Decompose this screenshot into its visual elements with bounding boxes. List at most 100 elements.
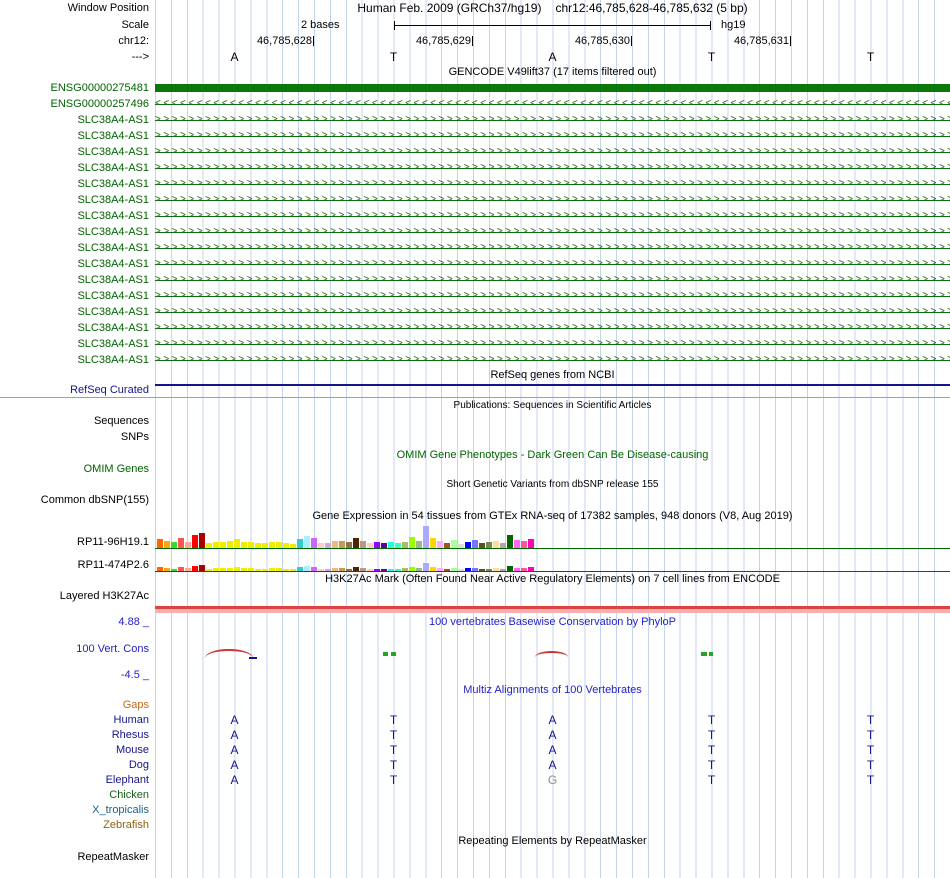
gene-row[interactable]: SLC38A4-AS1 >>>>>>>>>>>>>>>>>>>>>>>>>>>>>… xyxy=(0,144,950,160)
gene-direction-arrows[interactable]: >>>>>>>>>>>>>>>>>>>>>>>>>>>>>>>>>>>>>>>>… xyxy=(155,352,950,368)
gene-direction-arrows[interactable]: <<<<<<<<<<<<<<<<<<<<<<<<<<<<<<<<<<<<<<<<… xyxy=(155,96,950,112)
gene-label[interactable]: SLC38A4-AS1 xyxy=(77,322,149,334)
omim-title[interactable]: OMIM Gene Phenotypes - Dark Green Can Be… xyxy=(396,449,709,461)
gene-row[interactable]: SLC38A4-AS1 >>>>>>>>>>>>>>>>>>>>>>>>>>>>>… xyxy=(0,112,950,128)
gene-direction-arrows[interactable]: >>>>>>>>>>>>>>>>>>>>>>>>>>>>>>>>>>>>>>>>… xyxy=(155,160,950,176)
gene-direction-arrows[interactable]: >>>>>>>>>>>>>>>>>>>>>>>>>>>>>>>>>>>>>>>>… xyxy=(155,336,950,352)
gene-label[interactable]: SLC38A4-AS1 xyxy=(77,146,149,158)
gene-label[interactable]: SLC38A4-AS1 xyxy=(77,306,149,318)
gene-direction-arrows[interactable]: >>>>>>>>>>>>>>>>>>>>>>>>>>>>>>>>>>>>>>>>… xyxy=(155,208,950,224)
gene-label[interactable]: SLC38A4-AS1 xyxy=(77,194,149,206)
gene-row[interactable]: SLC38A4-AS1 >>>>>>>>>>>>>>>>>>>>>>>>>>>>>… xyxy=(0,128,950,144)
gene-direction-arrows[interactable]: >>>>>>>>>>>>>>>>>>>>>>>>>>>>>>>>>>>>>>>>… xyxy=(155,128,950,144)
gene-label[interactable]: SLC38A4-AS1 xyxy=(77,178,149,190)
gene-label[interactable]: SLC38A4-AS1 xyxy=(77,210,149,222)
gene-row[interactable]: SLC38A4-AS1 >>>>>>>>>>>>>>>>>>>>>>>>>>>>>… xyxy=(0,320,950,336)
h3k27ac-label[interactable]: Layered H3K27Ac xyxy=(59,590,149,602)
strand-direction-label[interactable]: ---> xyxy=(131,51,149,63)
gene-label[interactable]: SLC38A4-AS1 xyxy=(77,290,149,302)
refseq-curated-body[interactable] xyxy=(155,382,950,397)
dbsnp-label[interactable]: Common dbSNP(155) xyxy=(40,494,149,506)
gene-exon-bar[interactable] xyxy=(155,84,950,92)
h3k27ac-signal-body[interactable] xyxy=(155,605,950,614)
refseq-curated-label[interactable]: RefSeq Curated xyxy=(70,384,149,396)
species-label[interactable]: Zebrafish xyxy=(103,819,149,831)
gene-direction-arrows[interactable]: >>>>>>>>>>>>>>>>>>>>>>>>>>>>>>>>>>>>>>>>… xyxy=(155,112,950,128)
gtex-track-row[interactable]: RP11-96H19.1 xyxy=(0,524,950,549)
gtex-tissue-bar xyxy=(514,568,520,571)
species-label[interactable]: Mouse xyxy=(115,744,149,756)
gene-label[interactable]: ENSG00000257496 xyxy=(50,98,149,110)
gtex-track-row[interactable]: RP11-474P2.6 xyxy=(0,549,950,572)
gene-label[interactable]: SLC38A4-AS1 xyxy=(77,130,149,142)
gene-label[interactable]: SLC38A4-AS1 xyxy=(77,274,149,286)
refseq-curated-row[interactable]: RefSeq Curated xyxy=(0,382,950,398)
species-label[interactable]: Chicken xyxy=(109,789,149,801)
conservation-title[interactable]: 100 vertebrates Basewise Conservation by… xyxy=(428,616,677,628)
species-label[interactable]: Elephant xyxy=(105,774,149,786)
gene-direction-arrows[interactable]: >>>>>>>>>>>>>>>>>>>>>>>>>>>>>>>>>>>>>>>>… xyxy=(155,288,950,304)
dbsnp-title[interactable]: Short Genetic Variants from dbSNP releas… xyxy=(446,479,659,490)
h3k27ac-title[interactable]: H3K27Ac Mark (Often Found Near Active Re… xyxy=(325,573,780,585)
gene-label[interactable]: SLC38A4-AS1 xyxy=(77,114,149,126)
gene-row[interactable]: SLC38A4-AS1 >>>>>>>>>>>>>>>>>>>>>>>>>>>>>… xyxy=(0,256,950,272)
gene-row[interactable]: SLC38A4-AS1 >>>>>>>>>>>>>>>>>>>>>>>>>>>>>… xyxy=(0,224,950,240)
gene-row[interactable]: SLC38A4-AS1 >>>>>>>>>>>>>>>>>>>>>>>>>>>>>… xyxy=(0,240,950,256)
gene-row[interactable]: SLC38A4-AS1 >>>>>>>>>>>>>>>>>>>>>>>>>>>>>… xyxy=(0,192,950,208)
gene-label[interactable]: ENSG00000275481 xyxy=(50,82,149,94)
gene-row[interactable]: ENSG00000257496 <<<<<<<<<<<<<<<<<<<<<<<<<… xyxy=(0,96,950,112)
publications-title[interactable]: Publications: Sequences in Scientific Ar… xyxy=(453,400,652,411)
gtex-gene-label[interactable]: RP11-474P2.6 xyxy=(77,559,149,571)
gene-label[interactable]: SLC38A4-AS1 xyxy=(77,226,149,238)
gene-row[interactable]: ENSG00000275481 xyxy=(0,80,950,96)
gene-direction-arrows[interactable]: >>>>>>>>>>>>>>>>>>>>>>>>>>>>>>>>>>>>>>>>… xyxy=(155,304,950,320)
gene-exon-bar[interactable] xyxy=(155,80,950,96)
repeatmasker-label[interactable]: RepeatMasker xyxy=(77,851,149,863)
gene-row[interactable]: SLC38A4-AS1 >>>>>>>>>>>>>>>>>>>>>>>>>>>>>… xyxy=(0,288,950,304)
species-label[interactable]: Rhesus xyxy=(111,729,149,741)
gencode-title[interactable]: GENCODE V49lift37 (17 items filtered out… xyxy=(448,66,657,78)
sequences-label[interactable]: Sequences xyxy=(93,415,149,427)
repeatmasker-title[interactable]: Repeating Elements by RepeatMasker xyxy=(458,835,647,847)
gene-label[interactable]: SLC38A4-AS1 xyxy=(77,354,149,366)
gene-direction-arrows[interactable]: >>>>>>>>>>>>>>>>>>>>>>>>>>>>>>>>>>>>>>>>… xyxy=(155,192,950,208)
gene-label[interactable]: SLC38A4-AS1 xyxy=(77,242,149,254)
omim-genes-label[interactable]: OMIM Genes xyxy=(83,463,149,475)
cons-track-body[interactable] xyxy=(155,630,950,668)
species-label[interactable]: Human xyxy=(113,714,149,726)
gene-row[interactable]: SLC38A4-AS1 >>>>>>>>>>>>>>>>>>>>>>>>>>>>>… xyxy=(0,272,950,288)
gene-direction-arrows[interactable]: >>>>>>>>>>>>>>>>>>>>>>>>>>>>>>>>>>>>>>>>… xyxy=(155,224,950,240)
gtex-track-body[interactable] xyxy=(155,524,950,549)
gene-direction-arrows[interactable]: >>>>>>>>>>>>>>>>>>>>>>>>>>>>>>>>>>>>>>>>… xyxy=(155,256,950,272)
gene-direction-arrows[interactable]: >>>>>>>>>>>>>>>>>>>>>>>>>>>>>>>>>>>>>>>>… xyxy=(155,144,950,160)
gene-direction-arrows[interactable]: >>>>>>>>>>>>>>>>>>>>>>>>>>>>>>>>>>>>>>>>… xyxy=(155,176,950,192)
gene-label[interactable]: SLC38A4-AS1 xyxy=(77,338,149,350)
gtex-gene-label[interactable]: RP11-96H19.1 xyxy=(77,536,149,548)
gene-direction-arrows[interactable]: >>>>>>>>>>>>>>>>>>>>>>>>>>>>>>>>>>>>>>>>… xyxy=(155,320,950,336)
gene-label[interactable]: SLC38A4-AS1 xyxy=(77,258,149,270)
gtex-track-body[interactable] xyxy=(155,549,950,572)
gene-label[interactable]: SLC38A4-AS1 xyxy=(77,162,149,174)
conservation-track-row[interactable]: 100 Vert. Cons xyxy=(0,630,950,668)
refseq-gene-bar[interactable] xyxy=(155,384,950,386)
gene-row[interactable]: SLC38A4-AS1 >>>>>>>>>>>>>>>>>>>>>>>>>>>>>… xyxy=(0,304,950,320)
species-label[interactable]: Dog xyxy=(128,759,149,771)
gene-direction-arrows[interactable]: >>>>>>>>>>>>>>>>>>>>>>>>>>>>>>>>>>>>>>>>… xyxy=(155,272,950,288)
alignment-base: T xyxy=(866,773,875,787)
gaps-label[interactable]: Gaps xyxy=(122,699,149,711)
h3k27ac-signal-bar[interactable] xyxy=(155,606,950,613)
gene-row[interactable]: SLC38A4-AS1 >>>>>>>>>>>>>>>>>>>>>>>>>>>>>… xyxy=(0,336,950,352)
refseq-title[interactable]: RefSeq genes from NCBI xyxy=(490,369,615,381)
conservation-label[interactable]: 100 Vert. Cons xyxy=(76,643,149,655)
gtex-tissue-bar xyxy=(507,535,513,548)
gene-row[interactable]: SLC38A4-AS1 >>>>>>>>>>>>>>>>>>>>>>>>>>>>>… xyxy=(0,176,950,192)
gene-row[interactable]: SLC38A4-AS1 >>>>>>>>>>>>>>>>>>>>>>>>>>>>>… xyxy=(0,208,950,224)
multiz-title[interactable]: Multiz Alignments of 100 Vertebrates xyxy=(463,684,642,696)
gene-direction-arrows[interactable]: >>>>>>>>>>>>>>>>>>>>>>>>>>>>>>>>>>>>>>>>… xyxy=(155,240,950,256)
gtex-title[interactable]: Gene Expression in 54 tissues from GTEx … xyxy=(312,510,793,522)
gene-row[interactable]: SLC38A4-AS1 >>>>>>>>>>>>>>>>>>>>>>>>>>>>>… xyxy=(0,160,950,176)
snps-label[interactable]: SNPs xyxy=(120,431,149,443)
species-label[interactable]: X_tropicalis xyxy=(92,804,149,816)
gene-row[interactable]: SLC38A4-AS1 >>>>>>>>>>>>>>>>>>>>>>>>>>>>>… xyxy=(0,352,950,368)
